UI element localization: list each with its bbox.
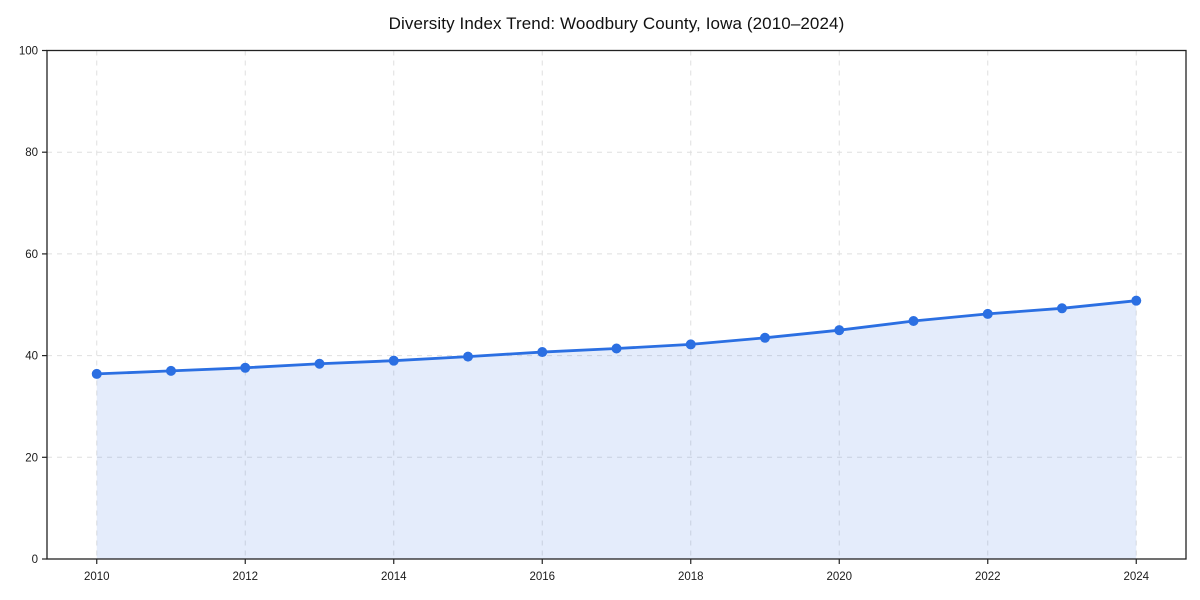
y-tick-label: 20 <box>25 452 38 464</box>
chart-title: Diversity Index Trend: Woodbury County, … <box>388 14 845 33</box>
x-tick-label: 2022 <box>975 571 1001 583</box>
data-point-2024 <box>1131 295 1142 306</box>
data-point-2021 <box>908 316 919 327</box>
axes-frame <box>46 49 1187 560</box>
x-tick-label: 2014 <box>381 571 407 583</box>
x-tick-label: 2010 <box>84 571 110 583</box>
y-tick-label: 100 <box>19 46 38 58</box>
data-point-2019 <box>760 332 771 343</box>
data-point-2016 <box>537 347 548 358</box>
data-point-2010 <box>91 368 102 379</box>
data-point-2023 <box>1057 303 1068 314</box>
x-tick-label: 2012 <box>232 571 258 583</box>
area-fill <box>96 300 1137 559</box>
y-tick-label: 80 <box>25 147 38 159</box>
data-point-2017 <box>611 343 622 354</box>
data-point-2018 <box>685 339 696 350</box>
data-point-2012 <box>240 362 251 373</box>
y-tick-label: 0 <box>32 554 38 566</box>
data-point-2014 <box>388 355 399 366</box>
x-tick-label: 2024 <box>1123 571 1149 583</box>
data-point-2015 <box>462 351 473 362</box>
x-tick-label: 2016 <box>529 571 555 583</box>
x-tick-label: 2020 <box>826 571 852 583</box>
x-tick-label: 2018 <box>678 571 704 583</box>
data-point-2011 <box>165 365 176 376</box>
data-point-2022 <box>982 308 993 319</box>
y-tick-label: 40 <box>25 351 38 363</box>
data-point-2020 <box>834 325 845 336</box>
data-point-2013 <box>314 358 325 369</box>
y-tick-label: 60 <box>25 249 38 261</box>
